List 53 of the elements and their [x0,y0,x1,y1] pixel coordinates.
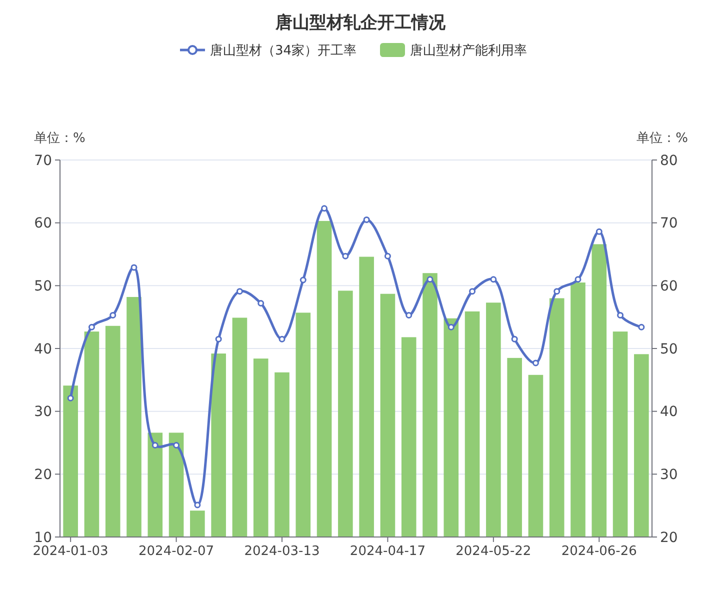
y-tick-label: 10 [34,530,52,546]
point [363,216,370,223]
point [236,288,243,295]
x-tick-label: 2024-06-26 [561,544,637,559]
legend-label: 唐山型材产能利用率 [410,42,527,59]
point [258,300,264,307]
y2-tick-label: 80 [660,152,678,169]
x-tick-label: 2024-04-17 [350,544,426,559]
point [173,442,180,449]
x-tick-label: 2024-02-07 [138,544,214,559]
point [532,360,539,366]
point [426,276,434,283]
point [511,336,518,342]
x-tick-label: 2024-01-03 [32,544,108,559]
y-axis-title: 单位：% [34,131,86,146]
point [469,288,476,295]
y-tick-label: 50 [34,278,52,295]
point [490,276,497,283]
point [448,324,454,330]
point [194,502,201,508]
point [342,252,349,260]
point [152,442,158,449]
point [300,276,306,284]
y-tick-label: 70 [34,152,52,169]
point [406,312,412,318]
x-tick-label: 2024-03-13 [244,544,320,559]
y2-tick-label: 30 [660,467,678,484]
point [554,288,560,295]
y2-tick-label: 50 [660,341,678,358]
point [617,312,624,318]
point [638,324,645,330]
point [321,205,328,212]
point [215,336,222,342]
point [110,312,116,318]
y-tick-label: 60 [34,216,52,232]
y2-tick-label: 60 [660,278,678,295]
x-tick-label: 2024-05-22 [456,544,532,559]
point [88,324,95,330]
point [596,228,602,235]
legend-label: 唐山型材（34家）开工率 [210,42,357,59]
chart-title: 唐山型材轧企开工情况 [274,13,446,33]
y-tick-label: 20 [34,467,52,484]
y2-tick-label: 70 [660,216,678,232]
y2-axis-title: 单位：% [636,131,688,146]
point [574,276,582,283]
point [67,394,74,402]
y2-tick-label: 40 [660,404,678,420]
point [130,264,138,271]
y-tick-label: 30 [34,404,52,420]
point [384,252,391,260]
point [278,336,286,342]
y2-tick-label: 20 [660,530,678,546]
y-tick-label: 40 [34,341,52,358]
